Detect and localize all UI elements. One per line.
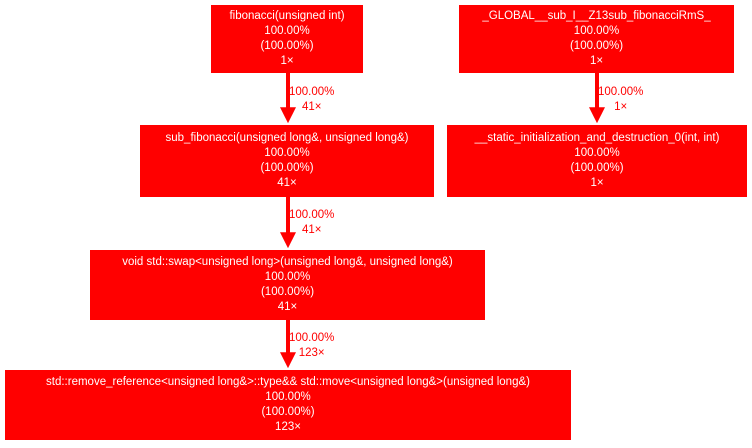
node-self-percent: 100.00% [264, 147, 310, 159]
node-label: void std::swap<unsigned long>(unsigned l… [122, 256, 453, 268]
node-static-initialization[interactable]: __static_initialization_and_destruction_… [447, 125, 747, 197]
node-label: _GLOBAL__sub_I__Z13sub_fibonacciRmS_ [482, 10, 711, 22]
node-global-sub[interactable]: _GLOBAL__sub_I__Z13sub_fibonacciRmS_ 100… [459, 5, 734, 73]
node-calls: 123× [275, 421, 301, 433]
node-total-percent: (100.00%) [569, 40, 624, 52]
node-label: __static_initialization_and_destruction_… [474, 132, 720, 144]
node-label: sub_fibonacci(unsigned long&, unsigned l… [165, 132, 409, 144]
node-std-swap[interactable]: void std::swap<unsigned long>(unsigned l… [90, 250, 485, 320]
node-sub-fibonacci[interactable]: sub_fibonacci(unsigned long&, unsigned l… [140, 125, 434, 197]
edge-percent: 100.00% [289, 209, 335, 221]
node-self-percent: 100.00% [264, 25, 310, 37]
node-total-percent: (100.00%) [260, 286, 315, 298]
node-calls: 1× [589, 55, 604, 67]
node-self-percent: 100.00% [264, 271, 311, 283]
edge-percent: 100.00% [289, 332, 335, 344]
node-total-percent: (100.00%) [260, 40, 314, 52]
node-std-move[interactable]: std::remove_reference<unsigned long&>::t… [5, 370, 571, 440]
node-fibonacci[interactable]: fibonacci(unsigned int) 100.00% (100.00%… [211, 5, 363, 73]
edge-calls: 41× [301, 101, 322, 113]
edge-percent: 100.00% [289, 86, 335, 98]
edge-label-fibonacci-sub-fibonacci: 100.00% 41× [289, 85, 334, 115]
node-total-percent: (100.00%) [260, 162, 314, 174]
node-label: fibonacci(unsigned int) [229, 10, 345, 22]
node-calls: 1× [590, 177, 604, 189]
edge-label-global-sub-static-init: 100.00% 1× [598, 85, 643, 115]
node-self-percent: 100.00% [573, 25, 620, 37]
node-calls: 41× [277, 177, 297, 189]
node-calls: 41× [277, 301, 298, 313]
node-total-percent: (100.00%) [570, 162, 624, 174]
node-label: std::remove_reference<unsigned long&>::t… [46, 376, 530, 388]
edge-percent: 100.00% [598, 86, 644, 98]
node-self-percent: 100.00% [265, 391, 311, 403]
edge-calls: 41× [301, 224, 322, 236]
edge-calls: 1× [614, 101, 628, 113]
edge-label-swap-move: 100.00% 123× [289, 331, 334, 361]
node-self-percent: 100.00% [574, 147, 620, 159]
edge-label-sub-fibonacci-swap: 100.00% 41× [289, 208, 334, 238]
node-calls: 1× [280, 55, 294, 67]
edge-calls: 123× [298, 347, 325, 359]
node-total-percent: (100.00%) [261, 406, 315, 418]
